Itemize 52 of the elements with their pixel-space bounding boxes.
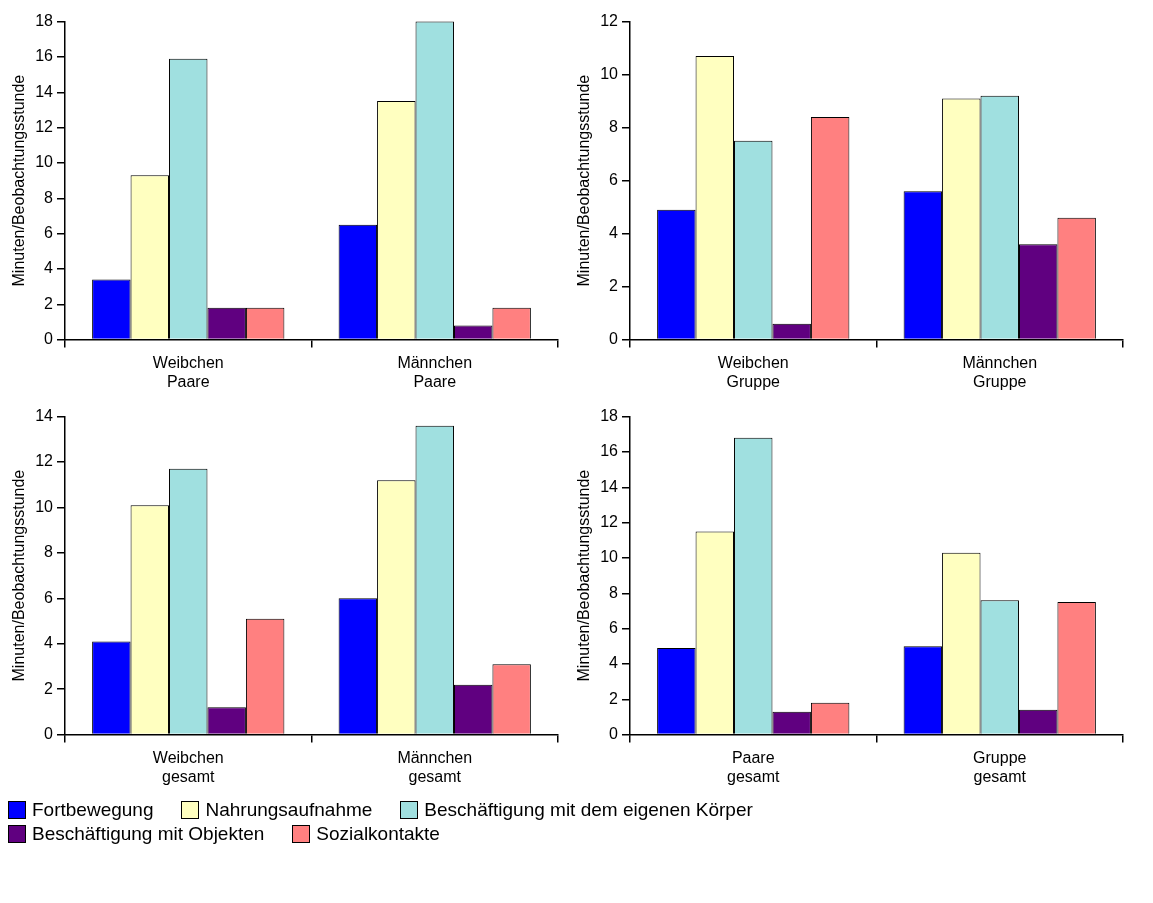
- y-tick-label: 12: [600, 513, 619, 531]
- y-tick-label: 6: [609, 619, 619, 637]
- legend-label: Sozialkontakte: [316, 822, 440, 846]
- legend-label: Fortbewegung: [32, 798, 154, 822]
- y-tick-label: 18: [35, 12, 54, 30]
- y-tick-label: 0: [44, 725, 54, 743]
- y-tick-label: 2: [44, 679, 54, 697]
- y-tick-label: 8: [44, 188, 54, 206]
- y-tick-label: 0: [44, 330, 54, 348]
- legend-label: Nahrungsaufnahme: [205, 798, 373, 822]
- x-tick-label: Paare gesamt: [727, 748, 781, 785]
- y-tick-label: 4: [44, 259, 54, 277]
- y-tick-label: 10: [35, 153, 54, 171]
- y-tick-label: 12: [35, 118, 54, 136]
- y-axis-title: Minuten/Beobachtungsstunde: [10, 469, 28, 682]
- y-tick-label: 10: [600, 65, 619, 83]
- x-tick-label: Weibchen Gruppe: [717, 353, 789, 390]
- y-tick-label: 0: [609, 330, 619, 348]
- x-tick-label: Weibchen gesamt: [152, 748, 224, 785]
- x-tick-label: Männchen gesamt: [397, 748, 473, 785]
- x-tick-label: Männchen Gruppe: [962, 353, 1038, 390]
- y-tick-label: 10: [600, 548, 619, 566]
- x-tick-label: Gruppe gesamt: [973, 748, 1027, 785]
- y-tick-label: 2: [609, 689, 619, 707]
- y-tick-label: 4: [609, 654, 619, 672]
- legend-label: Beschäftigung mit dem eigenen Körper: [424, 798, 753, 822]
- y-tick-label: 8: [609, 118, 619, 136]
- y-tick-label: 18: [600, 407, 619, 425]
- y-tick-label: 10: [35, 497, 54, 515]
- y-tick-label: 0: [609, 725, 619, 743]
- y-tick-label: 6: [44, 224, 54, 242]
- y-tick-label: 14: [600, 477, 619, 495]
- x-tick-label: Weibchen Paare: [152, 353, 224, 390]
- y-tick-label: 12: [35, 452, 54, 470]
- y-tick-label: 6: [609, 171, 619, 189]
- y-axis-title: Minuten/Beobachtungsstunde: [575, 74, 593, 287]
- y-tick-label: 16: [600, 442, 619, 460]
- y-tick-label: 2: [609, 277, 619, 295]
- y-tick-label: 2: [44, 294, 54, 312]
- x-tick-label: Männchen Paare: [397, 353, 473, 390]
- y-tick-label: 12: [600, 12, 619, 30]
- y-tick-label: 14: [35, 82, 54, 100]
- y-tick-label: 8: [44, 543, 54, 561]
- y-axis-title: Minuten/Beobachtungsstunde: [10, 74, 28, 287]
- y-tick-label: 8: [609, 583, 619, 601]
- y-tick-label: 6: [44, 588, 54, 606]
- y-tick-label: 4: [44, 634, 54, 652]
- y-tick-label: 14: [35, 407, 54, 425]
- y-tick-label: 16: [35, 47, 54, 65]
- y-tick-label: 4: [609, 224, 619, 242]
- y-axis-title: Minuten/Beobachtungsstunde: [575, 469, 593, 682]
- legend-label: Beschäftigung mit Objekten: [32, 822, 265, 846]
